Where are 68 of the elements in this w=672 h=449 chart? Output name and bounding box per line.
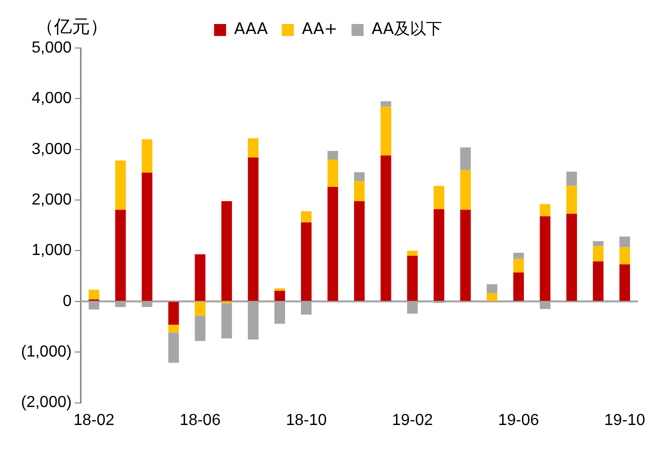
bar [434,209,444,301]
bar [540,204,550,216]
bar [513,252,524,259]
x-tick-label: 19-02 [392,412,433,429]
bar [566,214,577,301]
x-tick-label: 18-02 [74,412,115,429]
bar [592,261,604,301]
bar [434,186,444,210]
y-tick-label: 1,000 [32,242,72,260]
bar [486,284,498,294]
bar [248,157,258,301]
bar [407,250,418,256]
bar [354,172,365,182]
bar [142,139,152,173]
bar [194,316,206,341]
bar [328,186,338,301]
bar [221,201,232,301]
bar [115,160,126,210]
x-tick-label: 19-06 [498,412,540,429]
bar [380,155,392,301]
y-tick-label: 2,000 [32,191,72,208]
bar [513,272,524,301]
bar [460,170,471,210]
bar [354,181,365,202]
y-tick-label: 4,000 [32,90,72,108]
bar [274,290,286,301]
bar [619,264,630,301]
bar [300,211,312,222]
y-axis-title: （亿元） [36,16,108,38]
bar [619,236,630,248]
bar [540,216,550,301]
legend-label: AA+ [302,19,338,38]
bar [486,293,498,301]
bar [88,290,100,300]
bar [354,201,365,301]
bar [592,246,604,262]
bar [407,256,418,301]
bar [248,138,258,158]
bar [194,254,206,301]
legend-label: AAA [234,19,268,38]
bar [566,186,577,214]
bar [513,258,524,273]
bar [168,302,179,325]
bar [328,160,338,187]
bar [380,106,392,156]
bar [274,288,286,291]
legend-label: AA及以下 [372,19,442,38]
bar [592,241,604,246]
bar [619,247,630,264]
y-tick-label: 3,000 [32,140,72,158]
bar [328,150,338,160]
bar [380,101,392,107]
x-tick-label: 18-06 [180,412,221,429]
bar [460,147,471,170]
y-tick-label: 5,000 [32,39,72,56]
bar [168,324,179,332]
x-tick-label: 18-10 [286,412,327,429]
y-tick-label: (2,000) [20,394,72,412]
bar [168,332,179,363]
x-tick-label: 19-10 [604,412,646,429]
bar [460,210,471,301]
bar [142,172,152,301]
y-tick-label: 0 [62,292,72,310]
y-tick-label: (1,000) [20,344,72,361]
bar [194,302,206,316]
bar [115,210,126,301]
bar [300,222,312,301]
bar [566,172,577,186]
